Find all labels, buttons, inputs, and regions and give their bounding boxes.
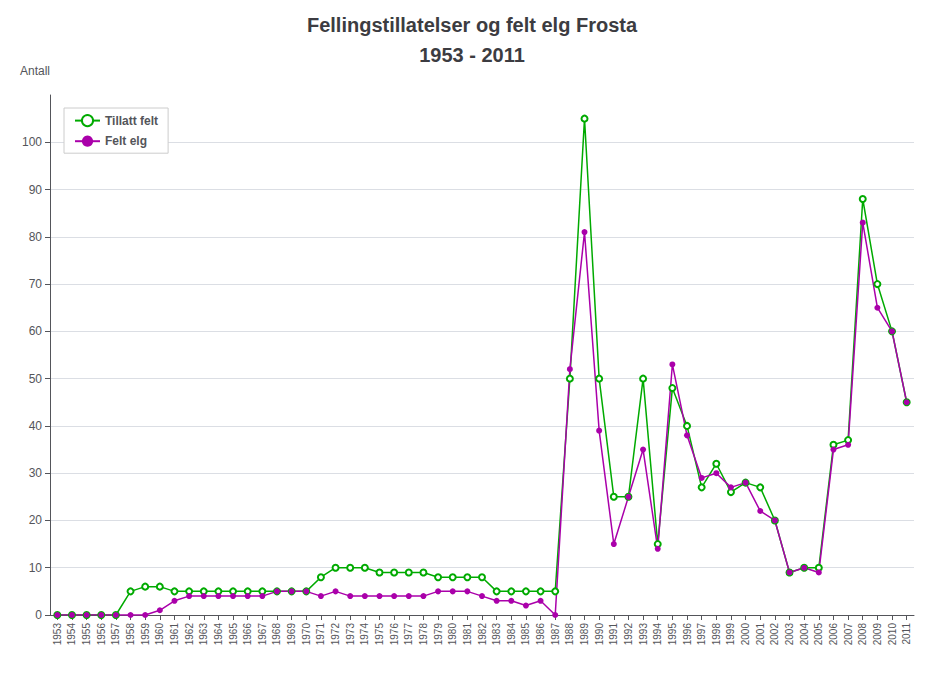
svg-text:1954: 1954	[66, 623, 77, 646]
svg-text:2007: 2007	[843, 623, 854, 646]
svg-text:1953: 1953	[52, 623, 63, 646]
svg-text:1970: 1970	[301, 623, 312, 646]
svg-text:1975: 1975	[374, 623, 385, 646]
svg-text:1985: 1985	[520, 623, 531, 646]
svg-text:70: 70	[29, 277, 43, 291]
svg-text:2005: 2005	[813, 623, 824, 646]
svg-text:1971: 1971	[315, 623, 326, 646]
svg-text:1974: 1974	[359, 623, 370, 646]
svg-text:1980: 1980	[447, 623, 458, 646]
svg-text:1961: 1961	[169, 623, 180, 646]
svg-text:30: 30	[29, 466, 43, 480]
svg-text:2011: 2011	[901, 623, 912, 645]
svg-text:2004: 2004	[799, 623, 810, 646]
svg-text:100: 100	[22, 135, 42, 149]
svg-text:1956: 1956	[96, 623, 107, 646]
svg-text:1991: 1991	[608, 623, 619, 646]
svg-text:2001: 2001	[755, 623, 766, 646]
svg-text:1990: 1990	[594, 623, 605, 646]
svg-text:1972: 1972	[330, 623, 341, 646]
svg-text:1986: 1986	[535, 623, 546, 646]
svg-text:1978: 1978	[418, 623, 429, 646]
svg-text:2010: 2010	[887, 623, 898, 646]
svg-text:1968: 1968	[271, 623, 282, 646]
svg-text:1982: 1982	[477, 623, 488, 646]
svg-text:Antall: Antall	[20, 64, 50, 78]
svg-text:1973: 1973	[345, 623, 356, 646]
svg-text:10: 10	[29, 561, 43, 575]
svg-text:90: 90	[29, 183, 43, 197]
svg-text:1981: 1981	[462, 623, 473, 646]
svg-text:0: 0	[35, 608, 42, 622]
svg-text:2000: 2000	[740, 623, 751, 646]
svg-text:1962: 1962	[184, 623, 195, 646]
svg-text:1964: 1964	[213, 623, 224, 646]
svg-text:1958: 1958	[125, 623, 136, 646]
svg-text:60: 60	[29, 324, 43, 338]
svg-text:1992: 1992	[623, 623, 634, 646]
svg-text:1989: 1989	[579, 623, 590, 646]
svg-text:2006: 2006	[828, 623, 839, 646]
svg-text:1993: 1993	[638, 623, 649, 646]
svg-text:1966: 1966	[242, 623, 253, 646]
svg-text:1999: 1999	[725, 623, 736, 646]
svg-text:1987: 1987	[550, 623, 561, 646]
svg-text:50: 50	[29, 372, 43, 386]
svg-text:1965: 1965	[228, 623, 239, 646]
svg-text:1977: 1977	[403, 623, 414, 646]
svg-text:1979: 1979	[433, 623, 444, 646]
svg-text:1994: 1994	[652, 623, 663, 646]
svg-text:Felt elg: Felt elg	[105, 134, 147, 148]
svg-text:20: 20	[29, 513, 43, 527]
svg-text:1959: 1959	[140, 623, 151, 646]
svg-text:1967: 1967	[257, 623, 268, 646]
svg-text:1998: 1998	[711, 623, 722, 646]
svg-text:2009: 2009	[872, 623, 883, 646]
svg-text:1955: 1955	[81, 623, 92, 646]
svg-text:2003: 2003	[784, 623, 795, 646]
svg-text:Fellingstillatelser og felt el: Fellingstillatelser og felt elg Frosta	[307, 14, 638, 36]
svg-text:1996: 1996	[682, 623, 693, 646]
svg-text:1995: 1995	[667, 623, 678, 646]
svg-text:1957: 1957	[110, 623, 121, 646]
svg-text:1976: 1976	[389, 623, 400, 646]
svg-text:1963: 1963	[198, 623, 209, 646]
svg-text:2002: 2002	[769, 623, 780, 646]
svg-text:1953 - 2011: 1953 - 2011	[419, 44, 525, 66]
svg-text:1988: 1988	[564, 623, 575, 646]
svg-text:40: 40	[29, 419, 43, 433]
svg-text:1984: 1984	[506, 623, 517, 646]
svg-text:1997: 1997	[696, 623, 707, 646]
svg-text:80: 80	[29, 230, 43, 244]
svg-text:1983: 1983	[491, 623, 502, 646]
svg-text:1960: 1960	[154, 623, 165, 646]
svg-text:Tillatt felt: Tillatt felt	[105, 114, 158, 128]
svg-text:1969: 1969	[286, 623, 297, 646]
svg-text:2008: 2008	[857, 623, 868, 646]
